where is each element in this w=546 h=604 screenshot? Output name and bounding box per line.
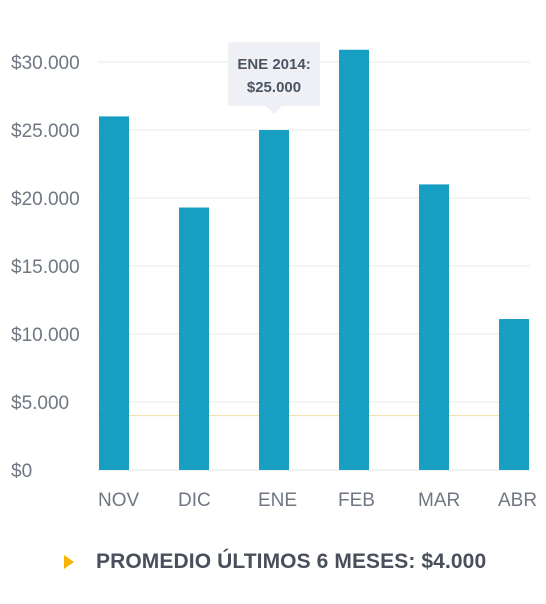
y-tick-label: $10.000: [11, 325, 80, 346]
y-tick-label: $5.000: [11, 393, 69, 414]
average-summary-text: PROMEDIO ÚLTIMOS 6 MESES: $4.000: [96, 550, 487, 573]
x-tick-label: DIC: [178, 490, 211, 511]
y-tick-label: $20.000: [11, 189, 80, 210]
y-axis-labels: $0 $5.000 $10.000 $15.000 $20.000 $25.000 $30.…: [11, 53, 80, 482]
x-axis-labels: NOV DIC ENE FEB MAR ABR: [98, 490, 537, 511]
y-tick-label: $0: [11, 461, 32, 482]
x-tick-label: FEB: [338, 490, 375, 511]
average-summary: PROMEDIO ÚLTIMOS 6 MESES: $4.000: [64, 550, 486, 574]
x-tick-label: ENE: [258, 490, 297, 511]
y-tick-label: $15.000: [11, 257, 80, 278]
bar-mar[interactable]: [419, 184, 449, 470]
x-tick-label: NOV: [98, 490, 140, 511]
x-tick-label: MAR: [418, 490, 460, 511]
y-tick-label: $30.000: [11, 53, 80, 74]
bar-ene[interactable]: [259, 130, 289, 470]
bar-nov[interactable]: [99, 116, 129, 471]
bar-abr[interactable]: [499, 319, 529, 470]
y-tick-label: $25.000: [11, 121, 80, 142]
bar-dic[interactable]: [179, 207, 209, 470]
tooltip-pointer: [266, 106, 282, 114]
tooltip-value: $25.000: [247, 79, 301, 96]
x-tick-label: ABR: [498, 490, 537, 511]
triangle-right-icon: [64, 555, 74, 569]
tooltip: ENE 2014: $25.000: [228, 42, 320, 114]
bar-feb[interactable]: [339, 49, 369, 470]
tooltip-box: [228, 42, 320, 106]
grid-layer: [98, 61, 530, 471]
bars-layer: [99, 49, 529, 471]
tooltip-title: ENE 2014:: [237, 56, 310, 73]
